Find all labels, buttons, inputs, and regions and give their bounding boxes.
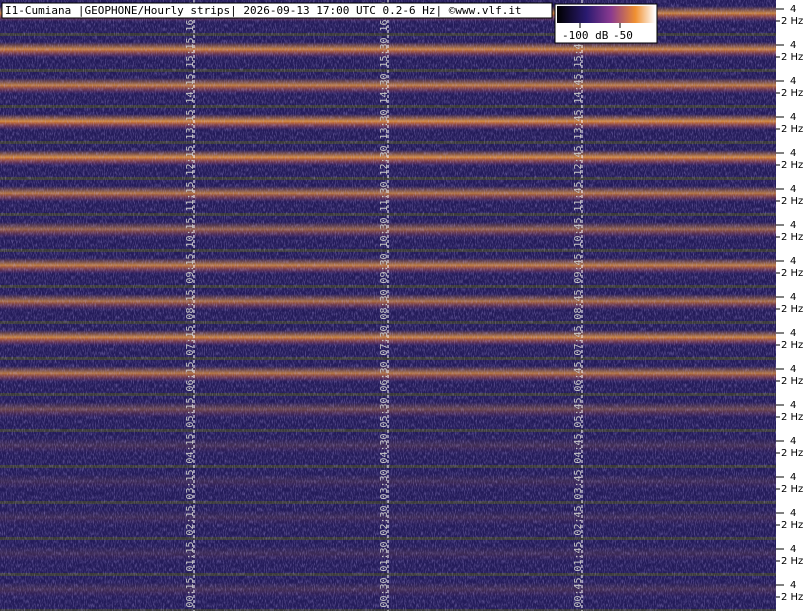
axis-label: 4 — [790, 256, 796, 267]
axis-label: 4 — [790, 364, 796, 375]
axis-label: 4 — [790, 112, 796, 123]
time-label: 03:30 — [379, 469, 390, 499]
axis-label: 4 — [790, 472, 796, 483]
time-label: 12:45 — [573, 145, 584, 175]
axis-label: 2 Hz — [781, 52, 803, 63]
time-label: 03:45 — [573, 469, 584, 499]
time-label: 01:45 — [573, 541, 584, 571]
axis-label: 2 Hz — [781, 124, 803, 135]
axis-label: 2 Hz — [781, 556, 803, 567]
time-label: 10:45 — [573, 217, 584, 247]
time-label: 02:45 — [573, 505, 584, 535]
time-label: 00:30 — [379, 577, 390, 607]
time-label: 01:15 — [185, 541, 196, 571]
axis-label: 4 — [790, 184, 796, 195]
axis-label: 4 — [790, 148, 796, 159]
time-label: 04:45 — [573, 433, 584, 463]
time-label: 15:45 — [573, 37, 584, 67]
axis-label: 2 Hz — [781, 232, 803, 243]
time-label: 12:30 — [379, 145, 390, 175]
time-label: 12:15 — [185, 145, 196, 175]
axis-label: 2 Hz — [781, 196, 803, 207]
time-label: 06:30 — [379, 361, 390, 391]
time-label: 14:30 — [379, 73, 390, 103]
time-label: 00:45 — [573, 577, 584, 607]
axis-label: 2 Hz — [781, 340, 803, 351]
axis-label: 2 Hz — [781, 484, 803, 495]
time-label: 07:45 — [573, 325, 584, 355]
time-label: 15:30 — [379, 37, 390, 67]
axis-label: 2 Hz — [781, 304, 803, 315]
axis-label: 4 — [790, 544, 796, 555]
time-label: 03:15 — [185, 469, 196, 499]
time-label: 07:15 — [185, 325, 196, 355]
axis-label: 2 Hz — [781, 448, 803, 459]
time-label: 07:30 — [379, 325, 390, 355]
axis-label: 2 Hz — [781, 412, 803, 423]
axis-label: 4 — [790, 400, 796, 411]
time-label: 13:45 — [573, 109, 584, 139]
axis-label: 4 — [790, 580, 796, 591]
time-label: 02:15 — [185, 505, 196, 535]
time-label: 06:15 — [185, 361, 196, 391]
time-label: 11:30 — [379, 181, 390, 211]
colorbar-label: -50 — [613, 29, 633, 42]
axis-label: 2 Hz — [781, 520, 803, 531]
time-label: 13:15 — [185, 109, 196, 139]
time-label: 02:30 — [379, 505, 390, 535]
axis-label: 2 Hz — [781, 88, 803, 99]
axis-label: 2 Hz — [781, 268, 803, 279]
time-label: 01:30 — [379, 541, 390, 571]
colorbar-label: -100 dB — [562, 29, 609, 42]
time-label: 13:30 — [379, 109, 390, 139]
axis-label: 2 Hz — [781, 160, 803, 171]
time-label: 15:15 — [185, 37, 196, 67]
axis-label: 4 — [790, 292, 796, 303]
time-label: 08:45 — [573, 289, 584, 319]
time-label: 14:45 — [573, 73, 584, 103]
time-label: 11:15 — [185, 181, 196, 211]
axis-label: 4 — [790, 76, 796, 87]
time-label: 04:15 — [185, 433, 196, 463]
time-label: 04:30 — [379, 433, 390, 463]
axis-label: 4 — [790, 436, 796, 447]
time-label: 14:15 — [185, 73, 196, 103]
time-label: 10:30 — [379, 217, 390, 247]
title-box — [1, 2, 553, 19]
time-label: 10:15 — [185, 217, 196, 247]
time-label: 09:30 — [379, 253, 390, 283]
title: I1-Cumiana |GEOPHONE/Hourly strips| 2026… — [5, 4, 522, 17]
axis-label: 4 — [790, 220, 796, 231]
time-label: 06:45 — [573, 361, 584, 391]
time-label: 09:15 — [185, 253, 196, 283]
time-label: 05:30 — [379, 397, 390, 427]
time-label: 09:45 — [573, 253, 584, 283]
colorbar — [557, 6, 655, 23]
axis-label: 4 — [790, 40, 796, 51]
time-label: 00:15 — [185, 577, 196, 607]
time-label: 08:30 — [379, 289, 390, 319]
axis-label: 4 — [790, 328, 796, 339]
axis-label: 2 Hz — [781, 16, 803, 27]
axis-label: 4 — [790, 508, 796, 519]
axis-label: 2 Hz — [781, 376, 803, 387]
time-label: 05:15 — [185, 397, 196, 427]
time-label: 05:45 — [573, 397, 584, 427]
time-label: 08:15 — [185, 289, 196, 319]
time-label: 11:45 — [573, 181, 584, 211]
axis-label: 2 Hz — [781, 592, 803, 603]
axis-label: 4 — [790, 4, 796, 15]
